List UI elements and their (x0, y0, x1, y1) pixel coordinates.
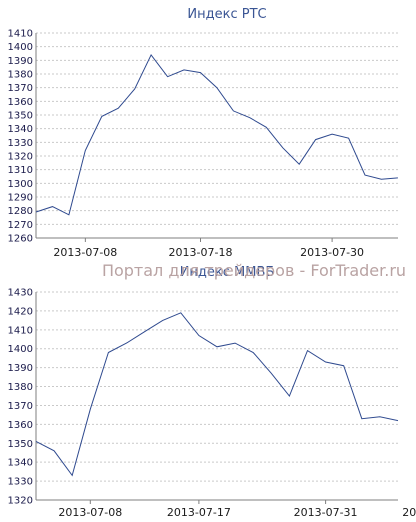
y-tick-label: 1390 (8, 56, 33, 67)
micex-index-chart: Индекс ММВБ 1320 1330 1340 1350 1360 1370 1380 1… (8, 265, 416, 519)
x-tick-label: 2013-08-08 (402, 506, 416, 519)
y-tick-label: 1410 (8, 29, 33, 40)
y-tick-label: 1330 (8, 138, 33, 149)
y-tick-label: 1360 (8, 97, 33, 108)
series-line (35, 312, 399, 477)
y-tick-label: 1340 (8, 124, 33, 135)
y-tick-label: 1290 (8, 193, 33, 204)
y-tick-label: 1410 (8, 325, 33, 336)
y-tick-label: 1310 (8, 165, 33, 176)
y-tick-label: 1300 (8, 179, 33, 190)
y-tick-label: 1400 (8, 344, 33, 355)
x-tick-label: 2013-07-17 (167, 506, 231, 519)
y-tick-label: 1330 (8, 477, 33, 488)
y-tick-label: 1350 (8, 111, 33, 122)
y-tick-label: 1400 (8, 42, 33, 53)
y-tick-label: 1370 (8, 83, 33, 94)
y-tick-label: 1420 (8, 306, 33, 317)
y-tick-label: 1270 (8, 220, 33, 231)
chart-title: Индекс ММВБ (180, 265, 275, 280)
y-tick-label: 1340 (8, 458, 33, 469)
x-tick-label: 2013-07-08 (58, 506, 122, 519)
y-tick-label: 1360 (8, 420, 33, 431)
y-tick-label: 1260 (8, 234, 33, 245)
y-tick-label: 1380 (8, 382, 33, 393)
y-tick-label: 1320 (8, 152, 33, 163)
y-tick-label: 1430 (8, 288, 33, 299)
x-tick-label: 2013-07-30 (300, 246, 364, 259)
y-tick-label: 1370 (8, 401, 33, 412)
x-tick-label: 2013-07-08 (53, 246, 117, 259)
y-tick-label: 1320 (8, 496, 33, 507)
x-tick-label: 2013-07-18 (169, 246, 233, 259)
y-tick-label: 1380 (8, 70, 33, 81)
series-line (35, 53, 398, 216)
rts-index-chart: Индекс РТС 1260 1270 1280 1290 1300 1310 1320 13… (8, 7, 416, 259)
y-tick-label: 1390 (8, 363, 33, 374)
y-tick-label: 1280 (8, 206, 33, 217)
chart-title: Индекс РТС (187, 7, 266, 22)
x-tick-label: 2013-07-31 (294, 506, 358, 519)
watermark-text: Портал для трейдеров - ForTrader.ru (102, 261, 406, 280)
y-tick-label: 1350 (8, 439, 33, 450)
